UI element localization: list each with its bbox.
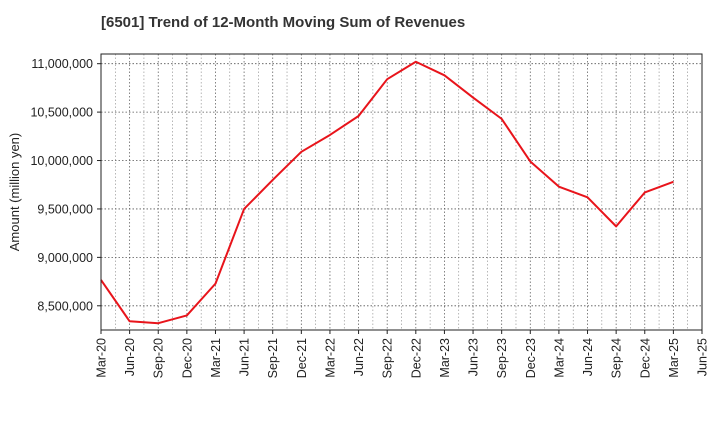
- y-tick-label: 9,500,000: [37, 202, 93, 216]
- y-tick-label: 10,000,000: [30, 154, 93, 168]
- x-tick-label: Dec-22: [409, 338, 423, 378]
- x-axis-ticks: Mar-20 Jun-20 Sep-20 Dec-20 Mar-21 Jun-21 Sep-…: [95, 330, 710, 378]
- y-axis-label: Amount (million yen): [7, 133, 22, 252]
- series-layer: [100, 60, 674, 325]
- x-tick-label: Mar-21: [209, 338, 223, 378]
- x-tick-label: Jun-22: [352, 338, 366, 376]
- x-tick-label: Sep-20: [152, 338, 166, 378]
- x-tick-label: Mar-22: [323, 338, 337, 378]
- x-tick-label: Sep-24: [610, 338, 624, 378]
- x-tick-label: Mar-25: [667, 338, 681, 378]
- x-tick-label: Jun-21: [238, 338, 252, 376]
- x-tick-label: Jun-24: [581, 338, 595, 376]
- x-tick-label: Mar-20: [95, 338, 109, 378]
- y-axis-ticks: 8,500,000 9,000,000 9,500,000 10,000,000 10,…: [30, 57, 101, 313]
- x-tick-label: Dec-20: [180, 338, 194, 378]
- x-tick-label: Jun-20: [123, 338, 137, 376]
- x-tick-label: Mar-23: [438, 338, 452, 378]
- chart-title: [6501] Trend of 12-Month Moving Sum of R…: [101, 14, 466, 31]
- x-tick-label: Jun-23: [467, 338, 481, 376]
- y-tick-label: 10,500,000: [30, 106, 93, 120]
- y-tick-label: 9,000,000: [37, 251, 93, 265]
- x-tick-label: Sep-23: [495, 338, 509, 378]
- y-tick-label: 8,500,000: [37, 299, 93, 313]
- grid-lines: [101, 54, 702, 330]
- plot-area-frame: [100, 53, 703, 331]
- x-tick-label: Dec-24: [638, 338, 652, 378]
- x-tick-label: Jun-25: [696, 338, 710, 376]
- x-tick-label: Mar-24: [552, 338, 566, 378]
- x-tick-label: Dec-23: [524, 338, 538, 378]
- x-tick-label: Sep-21: [266, 338, 280, 378]
- x-tick-label: Dec-21: [295, 338, 309, 378]
- x-tick-label: Sep-22: [381, 338, 395, 378]
- y-tick-label: 11,000,000: [31, 57, 93, 71]
